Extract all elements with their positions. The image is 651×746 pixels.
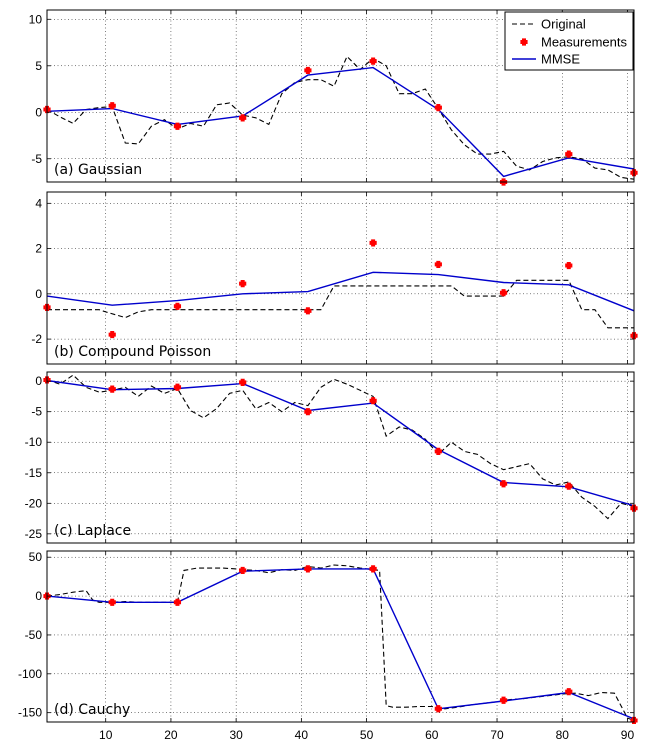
panel-title: (c) Laplace bbox=[54, 523, 131, 539]
measurement-point bbox=[434, 104, 442, 112]
series-original-line bbox=[47, 55, 634, 180]
measurement-point bbox=[304, 408, 312, 416]
y-tick-label: 50 bbox=[29, 550, 43, 564]
y-tick-label: 0 bbox=[35, 287, 42, 301]
measurement-point bbox=[434, 705, 442, 713]
x-tick-label: 30 bbox=[229, 728, 243, 742]
x-tick-label: 50 bbox=[360, 728, 374, 742]
measurement-point bbox=[108, 385, 116, 393]
panel-3: -25 -20 -15 -10 -5 0 (c) Laplace bbox=[25, 371, 638, 544]
plot-frame bbox=[46, 9, 635, 183]
legend-entry-label: Measurements bbox=[541, 35, 627, 50]
x-tick-label: 20 bbox=[164, 728, 178, 742]
series-group bbox=[47, 564, 634, 721]
measurement-point bbox=[369, 397, 377, 405]
y-tick-label: 4 bbox=[35, 196, 42, 210]
measurement-point bbox=[173, 122, 182, 130]
measurement-point bbox=[369, 57, 377, 65]
measurement-point bbox=[565, 261, 573, 270]
y-tick-label: 5 bbox=[35, 59, 42, 73]
x-tick-label: 90 bbox=[621, 728, 635, 742]
measurement-point bbox=[173, 598, 182, 606]
measurement-point bbox=[565, 482, 573, 490]
y-tick-label: -5 bbox=[31, 152, 42, 166]
measurement-point bbox=[565, 688, 573, 696]
x-tick-label: 70 bbox=[490, 728, 504, 742]
plot-frame bbox=[46, 191, 635, 365]
measurement-point bbox=[369, 239, 377, 247]
measurement-point bbox=[239, 280, 247, 288]
measurement-point bbox=[499, 480, 508, 488]
series-original-line bbox=[47, 374, 634, 520]
measurement-point bbox=[369, 565, 377, 573]
measurement-point bbox=[304, 307, 312, 315]
y-tick-label: -25 bbox=[25, 527, 43, 541]
series-mmse-line bbox=[47, 66, 634, 178]
x-tick-label: 10 bbox=[99, 728, 113, 742]
series-original-line bbox=[47, 279, 634, 329]
y-tick-label: -150 bbox=[18, 706, 42, 720]
measurement-point bbox=[108, 330, 116, 339]
legend-measurement-swatch bbox=[520, 38, 528, 46]
measurement-point bbox=[239, 566, 247, 575]
legend-entry-label: MMSE bbox=[541, 52, 580, 67]
y-tick-label: 0 bbox=[35, 589, 42, 603]
y-tick-label: -20 bbox=[25, 496, 43, 510]
x-tick-label: 60 bbox=[425, 728, 439, 742]
measurement-point bbox=[173, 302, 182, 310]
y-tick-label: 2 bbox=[35, 242, 42, 256]
measurement-point bbox=[108, 598, 116, 606]
plot-frame bbox=[46, 371, 635, 544]
y-tick-label: -15 bbox=[25, 466, 43, 480]
series-mmse-line bbox=[47, 379, 634, 507]
plot-area bbox=[47, 372, 634, 543]
measurement-point bbox=[565, 150, 573, 158]
series-group bbox=[47, 271, 634, 329]
measurement-point bbox=[304, 565, 312, 573]
y-tick-label: -5 bbox=[31, 405, 42, 419]
series-group bbox=[47, 374, 634, 520]
measurement-point bbox=[499, 289, 508, 297]
panel-title: (b) Compound Poisson bbox=[54, 344, 211, 360]
measurement-point bbox=[173, 383, 182, 391]
series-mmse-line bbox=[47, 271, 634, 312]
x-tick-label: 40 bbox=[295, 728, 309, 742]
measurement-point bbox=[108, 102, 116, 110]
x-tick-label: 80 bbox=[556, 728, 570, 742]
measurement-point bbox=[239, 114, 247, 122]
y-tick-label: 0 bbox=[35, 374, 42, 388]
y-tick-label: -100 bbox=[18, 667, 42, 681]
measurement-point bbox=[304, 66, 312, 75]
plot-area bbox=[47, 192, 634, 364]
measurement-point bbox=[499, 696, 508, 704]
y-tick-label: -2 bbox=[31, 332, 42, 346]
plot-frame bbox=[46, 550, 635, 723]
y-tick-label: 0 bbox=[35, 105, 42, 119]
panel-title: (a) Gaussian bbox=[54, 162, 142, 178]
y-tick-label: -50 bbox=[25, 628, 43, 642]
measurement-point bbox=[434, 260, 442, 269]
measurement-point bbox=[239, 378, 247, 386]
plot-area bbox=[47, 551, 634, 722]
series-group bbox=[47, 55, 634, 180]
y-tick-label: -10 bbox=[25, 435, 43, 449]
series-mmse-line bbox=[47, 568, 634, 720]
panel-title: (d) Cauchy bbox=[54, 702, 130, 718]
panel-4: -150 -100 -50 0 50 10 20 30 40 50 60 70 80 90 (d) Cauc… bbox=[18, 550, 638, 742]
legend: Original Measurements MMSE bbox=[504, 11, 634, 71]
panel-2: -2 0 2 4 (b) Compound Poisson bbox=[31, 191, 638, 365]
legend-entry-label: Original bbox=[541, 17, 586, 32]
y-tick-label: 10 bbox=[29, 12, 43, 26]
measurement-point bbox=[434, 447, 442, 455]
